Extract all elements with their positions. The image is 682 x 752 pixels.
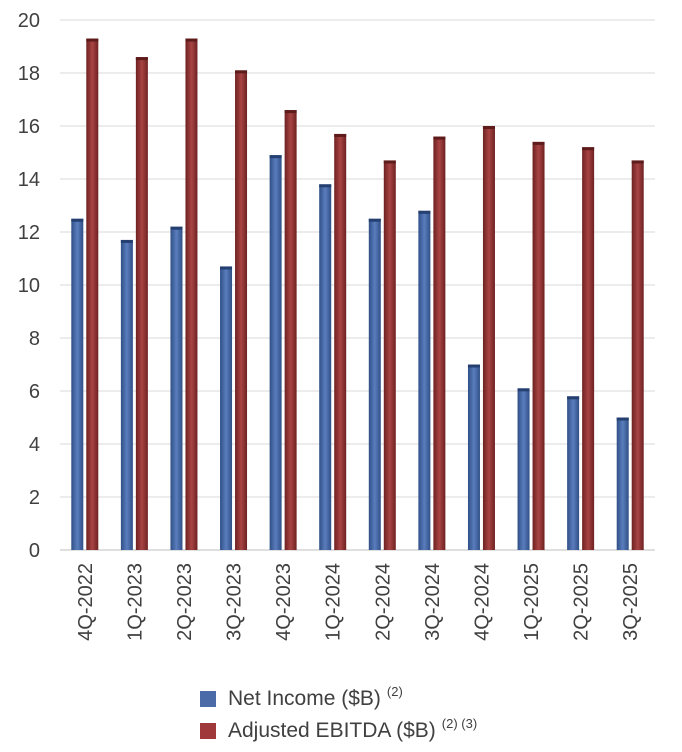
bar-net-income	[567, 396, 580, 550]
legend: Net Income ($B) (2) Adjusted EBITDA ($B)…	[200, 683, 477, 747]
x-tick-label: 3Q-2023	[224, 563, 246, 641]
y-tick-label: 20	[18, 10, 40, 32]
y-tick-label: 14	[18, 169, 40, 191]
bar-cap-net-income	[517, 388, 530, 392]
legend-item-net-income: Net Income ($B) (2)	[200, 683, 477, 715]
y-tick-label: 18	[18, 63, 40, 85]
y-tick-label: 16	[18, 116, 40, 138]
x-tick-label: 4Q-2022	[75, 563, 97, 641]
bar-cap-net-income	[170, 226, 183, 230]
bar-cap-net-income	[616, 417, 629, 421]
bar-cap-net-income	[319, 184, 332, 188]
bar-adjusted-ebitda	[185, 38, 198, 551]
y-tick-label: 2	[29, 487, 40, 509]
y-tick-label: 8	[29, 328, 40, 350]
legend-swatch-net-income	[200, 691, 216, 707]
bar-adjusted-ebitda	[532, 141, 545, 550]
bar-cap-adjusted-ebitda	[383, 160, 396, 164]
bar-adjusted-ebitda	[383, 160, 396, 550]
legend-label-adjusted-ebitda: Adjusted EBITDA ($B)	[228, 719, 436, 742]
legend-label-net-income: Net Income ($B)	[228, 687, 381, 710]
bar-net-income	[71, 218, 84, 550]
y-axis-ticks: 0 2 4 6 8 10 12 14 16 18 20	[18, 10, 40, 562]
y-tick-label: 12	[18, 222, 40, 244]
y-tick-label: 10	[18, 275, 40, 297]
x-tick-label: 1Q-2025	[521, 563, 543, 641]
bar-adjusted-ebitda	[235, 70, 248, 550]
gridlines	[60, 19, 655, 551]
bar-cap-adjusted-ebitda	[284, 110, 297, 114]
bar-net-income	[170, 226, 183, 550]
x-tick-label: 3Q-2025	[620, 563, 642, 641]
bar-cap-net-income	[269, 155, 282, 159]
bar-cap-net-income	[418, 210, 431, 214]
x-tick-label: 2Q-2023	[174, 563, 196, 641]
bar-cap-net-income	[467, 364, 480, 368]
x-tick-label: 2Q-2025	[571, 563, 593, 641]
bar-adjusted-ebitda	[482, 126, 495, 550]
bar-net-income	[220, 266, 233, 550]
legend-swatch-adjusted-ebitda	[200, 723, 216, 739]
x-tick-label: 2Q-2024	[372, 563, 394, 641]
bar-net-income	[120, 239, 133, 550]
x-tick-label: 1Q-2024	[323, 563, 345, 641]
x-axis-ticks: 4Q-2022 1Q-2023 2Q-2023 3Q-2023 4Q-2023 1Q-20…	[75, 563, 642, 641]
bar-adjusted-ebitda	[135, 57, 148, 550]
bar-net-income	[368, 218, 381, 550]
x-tick-label: 4Q-2023	[273, 563, 295, 641]
x-tick-label: 1Q-2023	[124, 563, 146, 641]
bar-cap-net-income	[120, 239, 133, 243]
x-tick-label: 3Q-2024	[422, 563, 444, 641]
bar-cap-adjusted-ebitda	[433, 136, 446, 140]
bar-cap-adjusted-ebitda	[135, 57, 148, 61]
y-tick-label: 4	[29, 434, 40, 456]
bar-cap-adjusted-ebitda	[532, 141, 545, 145]
bar-net-income	[517, 388, 530, 550]
bar-cap-adjusted-ebitda	[582, 147, 595, 151]
bar-net-income	[616, 417, 629, 550]
bar-net-income	[269, 155, 282, 550]
bar-net-income	[319, 184, 332, 551]
legend-note-net-income: (2)	[386, 683, 403, 699]
bar-cap-adjusted-ebitda	[482, 126, 495, 129]
bar-adjusted-ebitda	[582, 147, 595, 550]
bar-cap-net-income	[567, 396, 580, 400]
bar-net-income	[418, 210, 431, 551]
bar-adjusted-ebitda	[433, 136, 446, 550]
legend-note-adjusted-ebitda: (2) (3)	[441, 715, 478, 731]
bar-cap-adjusted-ebitda	[185, 38, 198, 42]
bar-adjusted-ebitda	[284, 110, 297, 550]
bar-cap-adjusted-ebitda	[235, 70, 248, 74]
bar-cap-net-income	[220, 266, 233, 270]
bar-cap-net-income	[71, 218, 84, 222]
bar-adjusted-ebitda	[334, 133, 347, 550]
bar-adjusted-ebitda	[631, 160, 644, 550]
bar-cap-adjusted-ebitda	[631, 160, 644, 164]
bars	[71, 38, 644, 551]
legend-item-adjusted-ebitda: Adjusted EBITDA ($B) (2) (3)	[200, 715, 477, 747]
bar-adjusted-ebitda	[86, 38, 99, 551]
bar-cap-adjusted-ebitda	[334, 133, 347, 137]
bar-net-income	[467, 364, 480, 550]
y-tick-label: 0	[29, 540, 40, 562]
bar-cap-adjusted-ebitda	[86, 38, 99, 42]
x-tick-label: 4Q-2024	[471, 563, 493, 641]
bar-cap-net-income	[368, 218, 381, 222]
y-tick-label: 6	[29, 381, 40, 403]
